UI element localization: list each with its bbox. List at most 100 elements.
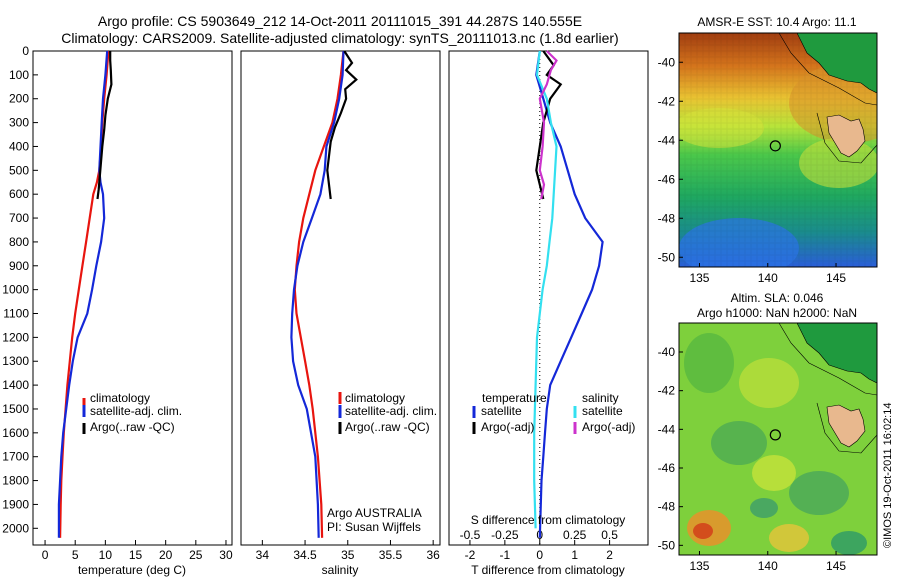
sla-latitude-ticks: -40 -42 -44 -46 -48 -50	[658, 345, 683, 552]
depth-tick-label: 0	[22, 44, 29, 58]
depth-tick-label: 700	[9, 211, 29, 225]
salinity-plot-frame	[240, 50, 441, 546]
temperature-tick-label: 0	[42, 548, 49, 562]
depth-tick-label: 900	[9, 259, 29, 273]
s-difference-tick-label: -0.5	[460, 528, 481, 542]
legend-sal-satellite-label: satellite	[582, 404, 623, 418]
latitude-tick-label: -42	[658, 94, 676, 108]
salinity-tick-label: 34	[256, 548, 270, 562]
depth-tick-label: 400	[9, 139, 29, 153]
series-line-satellite-adj-clim	[290, 50, 345, 538]
s-difference-tick-label: 0.5	[601, 528, 618, 542]
longitude-tick-label: 145	[826, 559, 846, 573]
sla-argo-position-marker	[769, 429, 781, 441]
salinity-axis-ticks: 34 34.5 35 35.5 36	[256, 540, 440, 562]
difference-plot-frame	[448, 50, 649, 546]
legend-climatology-label: climatology	[90, 391, 150, 405]
depth-tick-label: 1100	[3, 307, 29, 321]
difference-legend: temperature salinity satellite Argo(-adj…	[472, 391, 635, 434]
temperature-profiles	[57, 50, 113, 538]
temperature-tick-label: 25	[189, 548, 203, 562]
legend-climatology-label: climatology	[345, 391, 405, 405]
t-difference-axis-ticks: -2 -1 0 1 2	[465, 540, 613, 562]
latitude-tick-label: -44	[658, 422, 676, 436]
depth-tick-label: 1400	[2, 378, 29, 392]
depth-tick-label: 500	[9, 163, 29, 177]
series-line-argo-raw-qc	[326, 50, 358, 200]
depth-tick-label: 1900	[2, 497, 29, 511]
difference-profiles	[533, 50, 604, 538]
depth-tick-label: 200	[9, 92, 29, 106]
latitude-tick-label: -40	[658, 345, 676, 359]
latitude-tick-label: -48	[658, 211, 676, 225]
s-difference-tick-label: 0.25	[563, 528, 587, 542]
temperature-axis-ticks: 0 5 10 15 20 25 30	[42, 540, 233, 562]
sla-map-panel: Altim. SLA: 0.046 Argo h1000: NaN h2000:…	[658, 291, 878, 573]
depth-tick-label: 1200	[2, 330, 29, 344]
legend-satellite-label: satellite-adj. clim.	[90, 404, 182, 418]
t-difference-tick-label: -2	[465, 548, 476, 562]
t-difference-tick-label: -1	[500, 548, 511, 562]
sla-longitude-ticks: 135 140 145	[689, 551, 846, 573]
sst-map-panel: AMSR-E SST: 10.4 Argo: 11.1	[658, 15, 878, 285]
latitude-tick-label: -44	[658, 133, 676, 147]
salinity-legend: climatology satellite-adj. clim. Argo(..…	[338, 391, 437, 434]
t-difference-tick-label: 0	[536, 548, 543, 562]
temperature-tick-label: 10	[99, 548, 113, 562]
depth-tick-label: 300	[9, 116, 29, 130]
depth-tick-label: 1600	[2, 426, 29, 440]
series-line-argo-raw-qc	[96, 51, 113, 200]
longitude-tick-label: 135	[689, 559, 709, 573]
temperature-plot-frame	[32, 50, 233, 546]
header-line2: Climatology: CARS2009. Satellite-adjuste…	[61, 30, 618, 46]
depth-tick-label: 1800	[2, 474, 29, 488]
sst-latitude-ticks: -40 -42 -44 -46 -48 -50	[658, 55, 683, 264]
depth-tick-label: 2000	[2, 521, 29, 535]
salinity-profiles	[290, 50, 358, 538]
sst-field	[679, 33, 877, 267]
legend-satellite-label: satellite-adj. clim.	[345, 404, 437, 418]
legend-temperature-title: temperature	[482, 391, 547, 405]
s-difference-tick-label: -0.25	[491, 528, 519, 542]
depth-tick-label: 1300	[2, 354, 29, 368]
depth-tick-label: 600	[9, 187, 29, 201]
temperature-panel: 0100200300400500600700800900100011001200…	[2, 44, 233, 577]
depth-tick-label: 1700	[2, 450, 29, 464]
s-difference-axis-label: S difference from climatology	[471, 513, 626, 527]
s-difference-axis-ticks: -0.5 -0.25 0 0.25 0.5	[460, 528, 619, 542]
depth-tick-label: 1500	[2, 402, 29, 416]
series-line-satellite-adj-clim	[57, 50, 109, 538]
sla-map-title1: Altim. SLA: 0.046	[731, 291, 824, 305]
legend-temp-argo-label: Argo(-adj)	[481, 420, 534, 434]
credit-program: Argo AUSTRALIA	[327, 506, 422, 520]
depth-axis-ticks: 0 100 200 300 400 500 600 700 800 900 1000 1100 1200…	[2, 44, 38, 535]
longitude-tick-label: 140	[758, 271, 778, 285]
legend-temp-satellite-label: satellite	[481, 404, 522, 418]
temperature-tick-label: 30	[219, 548, 233, 562]
latitude-tick-label: -40	[658, 55, 676, 69]
legend-argo-label: Argo(..raw -QC)	[345, 420, 430, 434]
latitude-tick-label: -48	[658, 500, 676, 514]
legend-sal-argo-label: Argo(-adj)	[582, 420, 635, 434]
credit-pi: PI: Susan Wijffels	[327, 520, 421, 534]
imos-timestamp: ©IMOS 19-Oct-2011 16:02:14	[882, 403, 894, 548]
sla-field	[679, 323, 877, 555]
latitude-tick-label: -46	[658, 172, 676, 186]
temperature-axis-label: temperature (deg C)	[78, 563, 186, 577]
salinity-tick-label: 35	[341, 548, 355, 562]
legend-salinity-title: salinity	[582, 391, 619, 405]
temperature-tick-label: 20	[159, 548, 173, 562]
sla-map-title2: Argo h1000: NaN h2000: NaN	[697, 306, 857, 320]
longitude-tick-label: 140	[758, 559, 778, 573]
salinity-axis-label: salinity	[322, 563, 359, 577]
sla-map-frame	[678, 322, 878, 556]
temperature-tick-label: 5	[72, 548, 79, 562]
series-line-salinity-satellite	[533, 50, 558, 529]
salinity-tick-label: 36	[426, 548, 440, 562]
latitude-tick-label: -50	[658, 538, 676, 552]
sst-longitude-ticks: 135 140 145	[689, 263, 846, 285]
depth-tick-label: 800	[9, 235, 29, 249]
temperature-legend: climatology satellite-adj. clim. Argo(..…	[82, 391, 182, 434]
difference-panel: -2 -1 0 1 2 -0.5 -0.25 0 0.25 0.5 S difference f…	[448, 50, 649, 577]
